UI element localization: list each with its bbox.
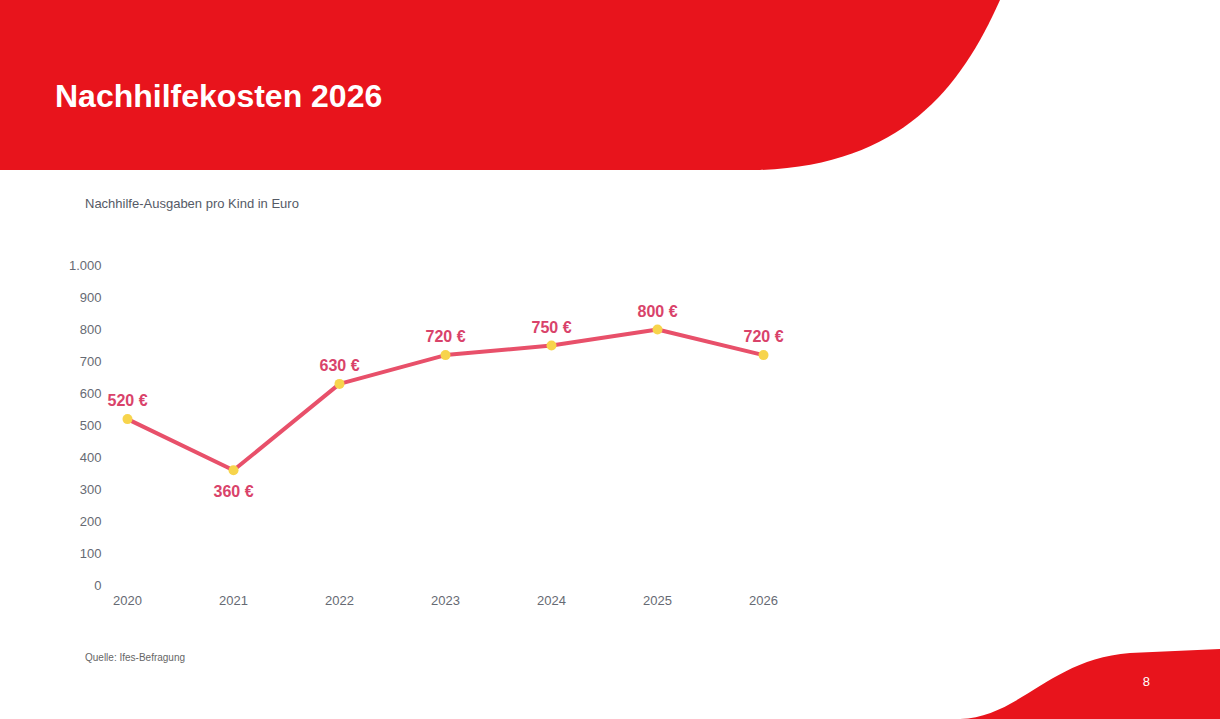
svg-text:0: 0 (94, 578, 101, 593)
svg-text:100: 100 (80, 546, 102, 561)
html-text:8: 8 (1142, 674, 1150, 689)
svg-text:750 €: 750 € (531, 319, 571, 336)
svg-text:2023: 2023 (431, 593, 460, 608)
svg-text:500: 500 (80, 418, 102, 433)
svg-text:360 €: 360 € (213, 483, 253, 500)
svg-text:2025: 2025 (643, 593, 672, 608)
svg-text:720 €: 720 € (425, 328, 465, 345)
svg-text:2026: 2026 (749, 593, 778, 608)
svg-text:600: 600 (80, 386, 102, 401)
svg-text:400: 400 (80, 450, 102, 465)
svg-text:2021: 2021 (219, 593, 248, 608)
svg-text:520 €: 520 € (107, 392, 147, 409)
svg-text:1.000: 1.000 (69, 258, 102, 273)
svg-text:300: 300 (80, 482, 102, 497)
svg-text:630 €: 630 € (319, 357, 359, 374)
html-text:Nachhilfe-Ausgaben pro Kind in: Nachhilfe-Ausgaben pro Kind in Euro (85, 196, 299, 211)
svg-text:2020: 2020 (113, 593, 142, 608)
svg-text:720 €: 720 € (743, 328, 783, 345)
svg-text:800: 800 (80, 322, 102, 337)
html-text:Nachhilfekosten 2026: Nachhilfekosten 2026 (55, 78, 383, 114)
svg-text:700: 700 (80, 354, 102, 369)
html-text:Quelle: Ifes-Befragung: Quelle: Ifes-Befragung (85, 652, 186, 663)
svg-text:2022: 2022 (325, 593, 354, 608)
svg-text:900: 900 (80, 290, 102, 305)
svg-text:200: 200 (80, 514, 102, 529)
svg-text:800 €: 800 € (637, 303, 677, 320)
svg-text:2024: 2024 (537, 593, 566, 608)
